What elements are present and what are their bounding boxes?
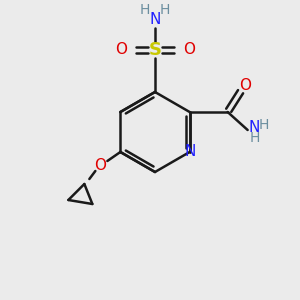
Text: O: O bbox=[94, 158, 106, 173]
Text: H: H bbox=[250, 131, 260, 145]
Text: O: O bbox=[115, 43, 127, 58]
Text: N: N bbox=[249, 121, 260, 136]
Text: O: O bbox=[183, 43, 195, 58]
Text: S: S bbox=[148, 41, 161, 59]
Text: O: O bbox=[238, 77, 250, 92]
Text: N: N bbox=[185, 145, 196, 160]
Text: H: H bbox=[160, 3, 170, 17]
Text: H: H bbox=[140, 3, 150, 17]
Text: H: H bbox=[259, 118, 269, 132]
Text: N: N bbox=[149, 13, 161, 28]
